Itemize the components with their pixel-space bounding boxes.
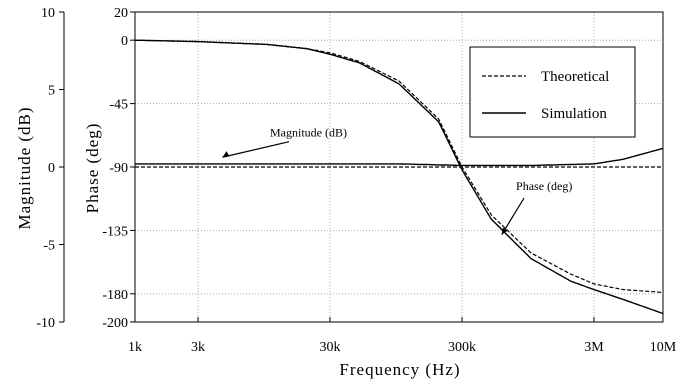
magnitude-tick-label: -5 [43,239,55,254]
x-tick-label: 10M [650,340,677,355]
magnitude-tick-label: 0 [48,161,55,176]
annotation-phase-arrow [501,197,525,235]
annotation-phase-arrowhead [501,227,508,235]
x-tick-label: 300k [448,340,476,355]
x-axis-title: Frequency (Hz) [339,360,460,379]
magnitude-tick-label: 10 [41,6,55,21]
annotation-magnitude: Magnitude (dB) [270,126,347,140]
annotation-magnitude-arrow [222,141,290,158]
phase-axis: 20 0 -45 -90 -135 -180 -200 [102,6,135,331]
phase-tick-label: -90 [109,161,128,176]
legend-box [469,46,636,138]
magnitude-tick-label: 5 [48,84,55,99]
magnitude-tick-label: -10 [36,316,55,331]
x-tick-label: 30k [319,340,340,355]
left-axis-title: Magnitude (dB) [15,106,34,229]
legend-label-simulation: Simulation [541,106,607,122]
right-axis-title: Phase (deg) [83,123,102,214]
phase-tick-label: -45 [109,98,128,113]
legend: Theoretical Simulation [469,46,636,138]
x-tick-label: 3k [191,340,205,355]
legend-label-theoretical: Theoretical [541,69,609,85]
annotations: Magnitude (dB) Phase (deg) [222,126,572,235]
annotation-magnitude-arrowhead [222,151,230,158]
series-phase-theoretical [134,39,664,293]
x-tick-label: 1k [128,340,142,355]
phase-tick-label: -135 [102,224,128,239]
frequency-axis: 1k 3k 30k 300k 3M 10M [128,317,677,355]
phase-tick-label: -180 [102,288,128,303]
phase-tick-label: 0 [121,34,128,49]
phase-tick-label: 20 [114,6,128,21]
annotation-phase: Phase (deg) [516,179,572,193]
series-phase-simulation [134,39,664,315]
x-tick-label: 3M [584,340,604,355]
series-layer [134,39,664,315]
series-magnitude-simulation [135,147,664,167]
phase-tick-label: -200 [102,316,128,331]
magnitude-axis: 10 5 0 -5 -10 [36,6,65,331]
